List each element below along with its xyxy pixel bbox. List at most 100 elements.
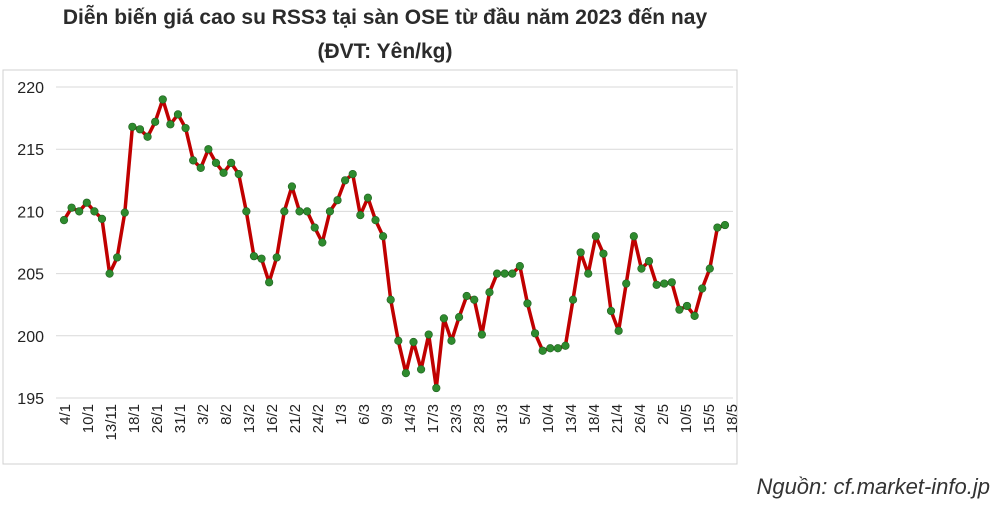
x-tick-label: 23/3	[448, 404, 465, 433]
x-axis: 4/1 10/1 13/11 18/1 26/1 31/1 3/2 8/2 13/2 16/2 21…	[57, 404, 741, 440]
y-tick-label: 195	[17, 391, 44, 408]
data-point	[67, 203, 76, 212]
data-point	[508, 269, 517, 278]
data-point	[82, 198, 91, 207]
data-point	[181, 123, 190, 133]
data-point	[249, 252, 259, 261]
data-point	[675, 305, 684, 314]
chart-title: Diễn biến giá cao su RSS3 tại sàn OSE từ…	[62, 6, 708, 29]
x-tick-label: 18/5	[724, 404, 741, 433]
data-point	[75, 207, 84, 216]
data-point	[576, 248, 585, 257]
x-tick-label: 21/4	[609, 404, 626, 433]
data-point	[606, 306, 616, 316]
y-tick-label: 200	[17, 329, 44, 346]
data-point	[189, 156, 198, 165]
data-point	[97, 214, 107, 223]
data-point	[386, 295, 395, 304]
data-point	[568, 295, 578, 304]
data-point	[637, 264, 646, 273]
data-point	[538, 346, 547, 355]
data-point	[120, 208, 129, 217]
data-point	[447, 336, 456, 345]
data-point	[310, 223, 319, 232]
chart-subtitle: (ĐVT: Yên/kg)	[317, 40, 453, 63]
data-point	[158, 95, 167, 104]
x-tick-label: 10/5	[678, 404, 695, 433]
chart-frame	[2, 69, 738, 465]
data-point	[492, 269, 502, 278]
data-point	[713, 223, 722, 232]
data-point	[59, 216, 69, 225]
x-tick-label: 18/4	[586, 404, 603, 433]
series-line	[62, 97, 726, 390]
data-point	[143, 132, 152, 141]
data-point	[303, 207, 312, 216]
price-series	[59, 95, 730, 393]
x-tick-label: 4/1	[57, 404, 74, 425]
data-point	[409, 337, 418, 347]
data-point	[477, 330, 486, 339]
x-tick-label: 16/2	[264, 404, 281, 433]
data-point	[394, 336, 403, 345]
data-point	[151, 117, 160, 126]
data-point	[500, 269, 509, 278]
data-point	[652, 280, 661, 289]
data-point	[173, 110, 183, 119]
data-point	[371, 216, 380, 225]
data-point	[196, 163, 205, 172]
data-point	[614, 326, 623, 335]
data-point	[515, 262, 524, 271]
gridlines	[56, 86, 733, 399]
data-point	[401, 369, 410, 378]
data-point	[432, 383, 441, 393]
data-point	[485, 288, 494, 297]
x-tick-label: 28/3	[471, 404, 488, 433]
x-tick-label: 5/4	[517, 404, 534, 425]
data-point	[242, 207, 251, 216]
x-tick-label: 10/4	[540, 404, 557, 433]
y-tick-label: 215	[17, 142, 44, 159]
data-point	[348, 169, 357, 179]
x-tick-label: 18/1	[126, 404, 143, 433]
data-point	[454, 313, 464, 322]
data-point	[90, 207, 99, 216]
data-point	[660, 279, 669, 288]
data-point	[280, 207, 289, 216]
x-tick-label: 13/4	[563, 404, 580, 433]
data-point	[363, 193, 373, 202]
data-point	[325, 207, 335, 216]
data-point	[424, 330, 433, 339]
x-tick-label: 13/2	[241, 404, 258, 433]
data-point	[234, 169, 243, 179]
data-point	[530, 329, 540, 338]
data-point	[356, 211, 365, 220]
source-note: Nguồn: cf.market-info.jp	[756, 474, 990, 499]
data-point	[257, 254, 266, 263]
data-point	[523, 299, 532, 308]
x-tick-label: 26/4	[632, 404, 649, 433]
data-point	[690, 311, 699, 320]
x-tick-label: 9/3	[379, 404, 396, 425]
data-point	[622, 279, 631, 288]
data-point	[227, 158, 236, 167]
data-point	[135, 125, 145, 134]
x-tick-label: 10/1	[80, 404, 97, 433]
data-point	[584, 269, 593, 278]
data-point	[682, 301, 692, 311]
data-point	[644, 257, 654, 266]
data-point	[287, 182, 297, 191]
x-tick-label: 24/2	[310, 404, 327, 433]
data-point	[705, 264, 714, 273]
data-point	[105, 269, 114, 278]
data-point	[667, 278, 676, 287]
y-tick-label: 210	[17, 204, 44, 221]
data-point	[470, 295, 479, 304]
data-point	[553, 344, 562, 353]
data-point	[439, 314, 448, 323]
data-point	[462, 291, 471, 301]
data-point	[272, 253, 281, 262]
data-point	[265, 278, 274, 287]
x-tick-label: 6/3	[356, 404, 373, 425]
